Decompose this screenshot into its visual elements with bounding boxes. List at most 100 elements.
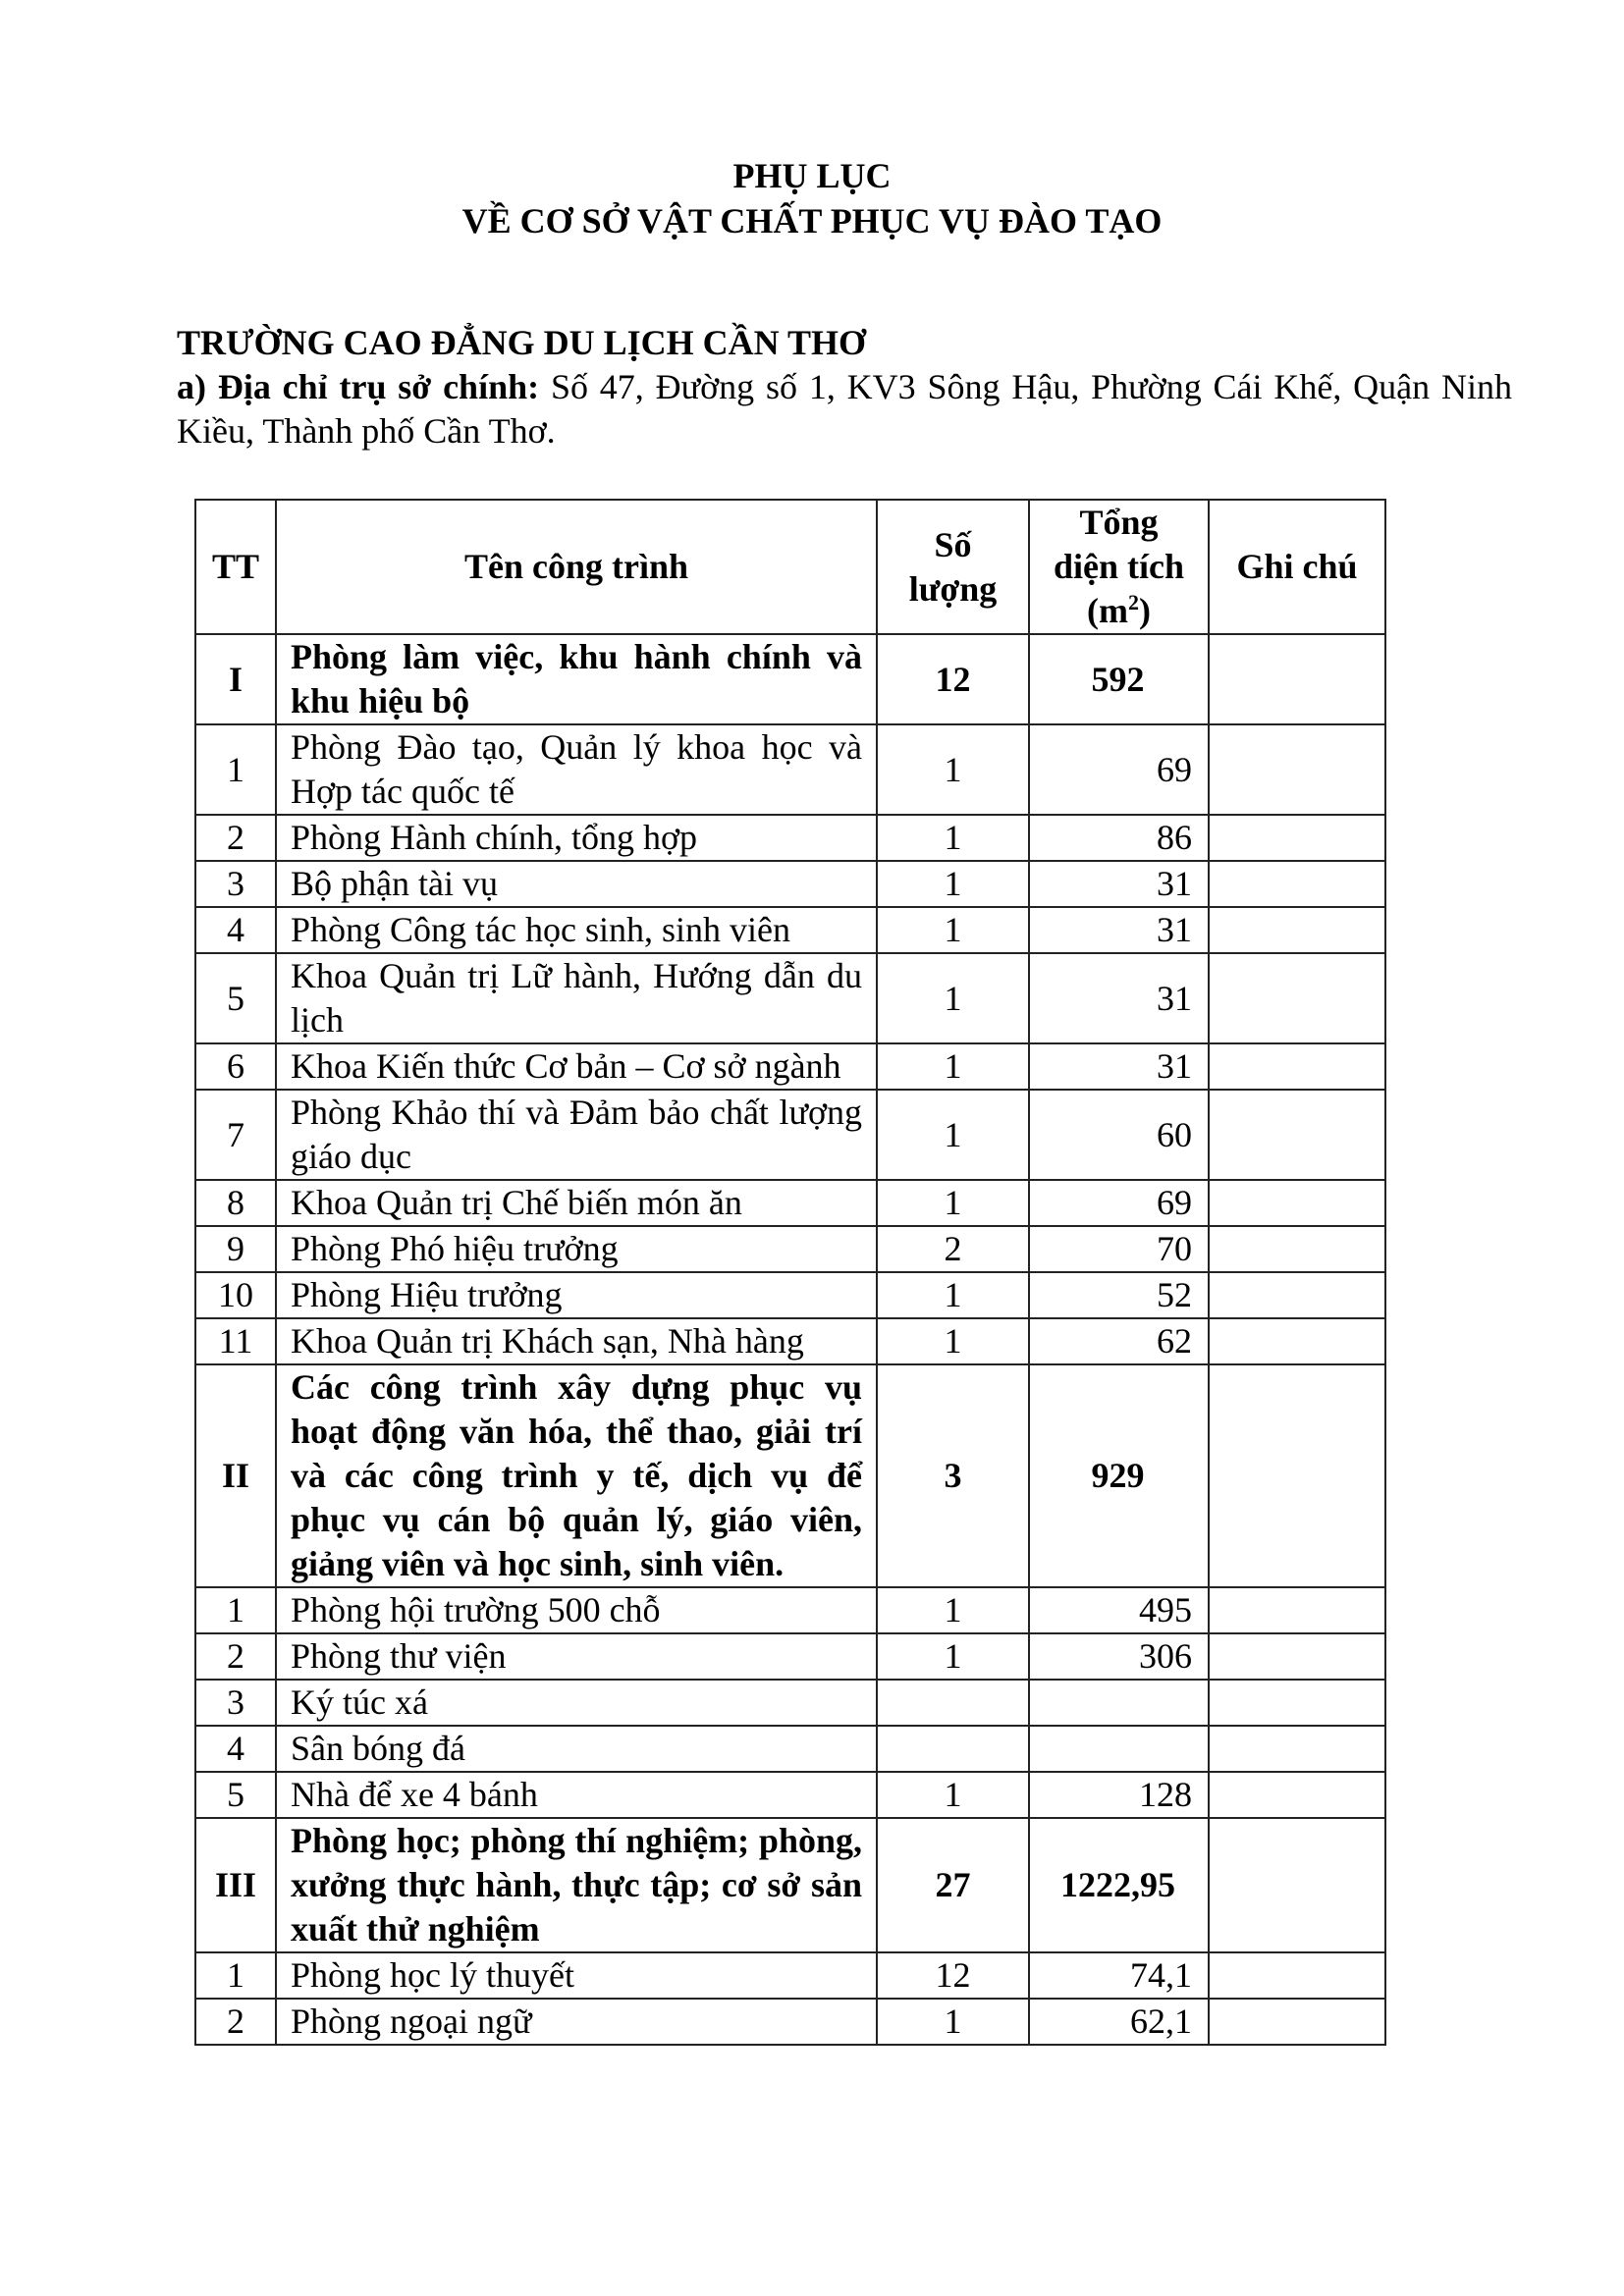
cell-note [1208, 860, 1386, 908]
cell-note [1208, 814, 1386, 862]
cell-tt: 2 [194, 1632, 277, 1681]
table-row: 8 Khoa Quản trị Chế biến món ăn 1 69 [194, 1179, 1386, 1227]
header-area-close: ) [1138, 591, 1151, 630]
school-name: TRƯỜNG CAO ĐẲNG DU LỊCH CẦN THƠ [177, 323, 867, 362]
document-title: PHỤ LỤC VỀ CƠ SỞ VẬT CHẤT PHỤC VỤ ĐÀO TẠ… [0, 153, 1624, 243]
cell-name: Nhà để xe 4 bánh [275, 1771, 878, 1819]
cell-name: Khoa Quản trị Lữ hành, Hướng dẫn du lịch [275, 952, 878, 1044]
cell-area: 128 [1028, 1771, 1210, 1819]
cell-qty: 1 [876, 1771, 1030, 1819]
cell-note [1208, 1951, 1386, 2000]
cell-tt: III [194, 1817, 277, 1953]
table-group-row: I Phòng làm việc, khu hành chính và khu h… [194, 633, 1386, 725]
cell-tt: 2 [194, 814, 277, 862]
cell-note [1208, 1271, 1386, 1319]
cell-tt: 5 [194, 1771, 277, 1819]
cell-qty: 1 [876, 1042, 1030, 1091]
cell-area: 495 [1028, 1586, 1210, 1634]
cell-qty: 12 [876, 633, 1030, 725]
table-row: 4 Sân bóng đá [194, 1725, 1386, 1773]
cell-note [1208, 1317, 1386, 1365]
cell-note [1208, 1771, 1386, 1819]
header-qty: Số lượng [876, 499, 1030, 635]
cell-area: 69 [1028, 1179, 1210, 1227]
table-row: 2 Phòng thư viện 1 306 [194, 1632, 1386, 1681]
header-area: Tổng diện tích (m2) [1028, 499, 1210, 635]
cell-qty: 1 [876, 1586, 1030, 1634]
cell-area: 86 [1028, 814, 1210, 862]
header-area-text: Tổng diện tích (m [1053, 503, 1184, 630]
cell-qty: 1 [876, 860, 1030, 908]
cell-qty: 1 [876, 1632, 1030, 1681]
cell-note [1208, 1725, 1386, 1773]
cell-note [1208, 1632, 1386, 1681]
cell-name: Phòng Công tác học sinh, sinh viên [275, 906, 878, 954]
cell-qty: 1 [876, 723, 1030, 816]
cell-name: Phòng học; phòng thí nghiệm; phòng, xưởn… [275, 1817, 878, 1953]
cell-area: 52 [1028, 1271, 1210, 1319]
cell-tt: 9 [194, 1225, 277, 1273]
title-line-2: VỀ CƠ SỞ VẬT CHẤT PHỤC VỤ ĐÀO TẠO [461, 201, 1163, 240]
cell-qty: 1 [876, 1998, 1030, 2046]
cell-note [1208, 1089, 1386, 1181]
table-row: 5 Nhà để xe 4 bánh 1 128 [194, 1771, 1386, 1819]
cell-note [1208, 1679, 1386, 1727]
cell-tt: 3 [194, 860, 277, 908]
cell-area [1028, 1679, 1210, 1727]
cell-area: 929 [1028, 1363, 1210, 1588]
cell-qty [876, 1725, 1030, 1773]
table-row: 2 Phòng Hành chính, tổng hợp 1 86 [194, 814, 1386, 862]
cell-name: Phòng Khảo thí và Đảm bảo chất lượng giá… [275, 1089, 878, 1181]
cell-note [1208, 1817, 1386, 1953]
table-header: TT Tên công trình Số lượng Tổng diện tíc… [194, 499, 1386, 635]
table-row: 5 Khoa Quản trị Lữ hành, Hướng dẫn du lịc… [194, 952, 1386, 1044]
cell-name: Các công trình xây dựng phục vụ hoạt độn… [275, 1363, 878, 1588]
header-name: Tên công trình [275, 499, 878, 635]
cell-tt: 10 [194, 1271, 277, 1319]
cell-area: 592 [1028, 633, 1210, 725]
table-row: 10 Phòng Hiệu trưởng 1 52 [194, 1271, 1386, 1319]
cell-area: 60 [1028, 1089, 1210, 1181]
cell-tt: 3 [194, 1679, 277, 1727]
cell-tt: 1 [194, 723, 277, 816]
cell-tt: 4 [194, 1725, 277, 1773]
cell-note [1208, 1042, 1386, 1091]
cell-qty: 1 [876, 1317, 1030, 1365]
cell-tt: 8 [194, 1179, 277, 1227]
cell-qty: 1 [876, 952, 1030, 1044]
cell-tt: 5 [194, 952, 277, 1044]
cell-name: Phòng hội trường 500 chỗ [275, 1586, 878, 1634]
cell-tt: 7 [194, 1089, 277, 1181]
cell-tt: 11 [194, 1317, 277, 1365]
cell-note [1208, 1179, 1386, 1227]
cell-tt: 1 [194, 1951, 277, 2000]
header-tt: TT [194, 499, 277, 635]
header-note: Ghi chú [1208, 499, 1386, 635]
cell-area: 31 [1028, 906, 1210, 954]
cell-area: 31 [1028, 860, 1210, 908]
cell-note [1208, 1225, 1386, 1273]
cell-name: Khoa Quản trị Khách sạn, Nhà hàng [275, 1317, 878, 1365]
header-area-sup: 2 [1127, 590, 1139, 614]
cell-name: Sân bóng đá [275, 1725, 878, 1773]
cell-qty: 1 [876, 1271, 1030, 1319]
cell-name: Phòng làm việc, khu hành chính và khu hi… [275, 633, 878, 725]
cell-qty [876, 1679, 1030, 1727]
cell-area: 70 [1028, 1225, 1210, 1273]
cell-area: 31 [1028, 952, 1210, 1044]
cell-name: Phòng Hiệu trưởng [275, 1271, 878, 1319]
cell-note [1208, 1586, 1386, 1634]
table-group-row: II Các công trình xây dựng phục vụ hoạt đ… [194, 1363, 1386, 1588]
cell-qty: 1 [876, 814, 1030, 862]
cell-tt: 1 [194, 1586, 277, 1634]
table-row: 7 Phòng Khảo thí và Đảm bảo chất lượng gi… [194, 1089, 1386, 1181]
cell-tt: 6 [194, 1042, 277, 1091]
table-row: 1 Phòng học lý thuyết 12 74,1 [194, 1951, 1386, 2000]
cell-area: 306 [1028, 1632, 1210, 1681]
cell-area [1028, 1725, 1210, 1773]
cell-note [1208, 1363, 1386, 1588]
cell-name: Ký túc xá [275, 1679, 878, 1727]
cell-qty: 27 [876, 1817, 1030, 1953]
cell-name: Khoa Quản trị Chế biến món ăn [275, 1179, 878, 1227]
cell-qty: 1 [876, 906, 1030, 954]
